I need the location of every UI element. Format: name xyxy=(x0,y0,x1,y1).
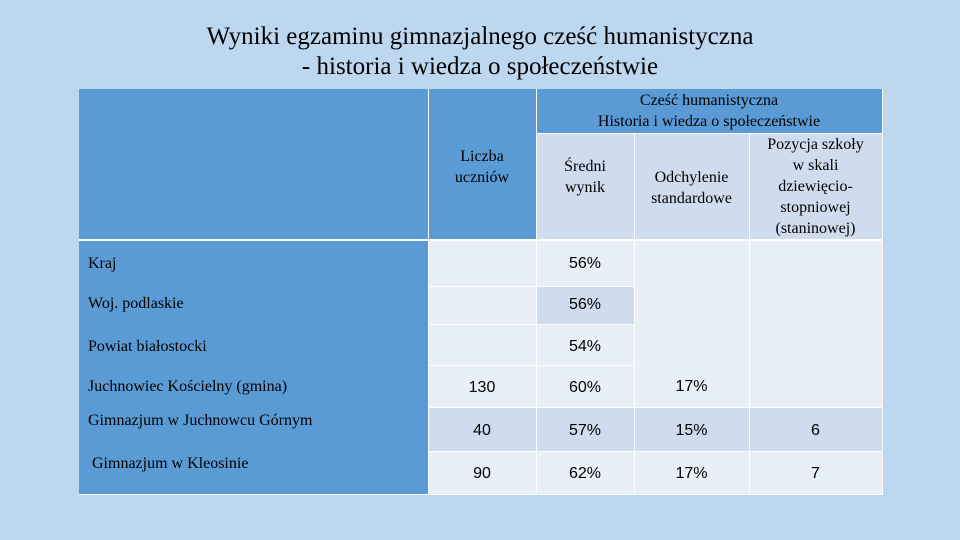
row-name-powiat: Powiat białostocki xyxy=(88,338,207,355)
cell-avg-gmina: 60% xyxy=(568,379,602,396)
cell-avg-powiat: 54% xyxy=(568,338,602,355)
group-header-background xyxy=(536,89,882,133)
row-name-school-2: Gimnazjum w Kleosinie xyxy=(92,455,249,472)
col-pos-line-2: w skali xyxy=(792,157,839,174)
cell-avg-wojewodztwo: 56% xyxy=(568,296,602,313)
data-area-background xyxy=(428,239,882,495)
subheader-background xyxy=(536,133,882,239)
avg-stripe-1 xyxy=(536,286,634,324)
col-std-line-1: Odchylenie xyxy=(654,169,729,186)
cell-count-school-2: 90 xyxy=(473,465,491,482)
row-name-kraj: Kraj xyxy=(88,255,117,272)
col-avg-line-1: Średni xyxy=(564,158,606,175)
cell-count-school-1: 40 xyxy=(473,422,491,439)
count-header-background xyxy=(428,89,536,239)
cell-pos-school-1: 6 xyxy=(811,422,820,439)
cell-pos-school-2: 7 xyxy=(811,465,820,482)
cell-avg-kraj: 56% xyxy=(568,255,602,272)
col-pos-line-4: stopniowej xyxy=(780,199,851,216)
name-column-background xyxy=(79,89,428,495)
col-pos-line-5: (staninowej) xyxy=(775,220,856,237)
row-stripe-school-1 xyxy=(428,407,882,451)
col-pos-line-1: Pozycja szkoły xyxy=(767,136,864,153)
cell-count-gmina: 130 xyxy=(468,379,496,396)
row-name-wojewodztwo: Woj. podlaskie xyxy=(88,295,184,312)
col-pos-line-3: dziewięcio- xyxy=(778,178,853,195)
col-std-line-2: standardowe xyxy=(651,190,732,207)
title-line-2: - historia i wiedza o społeczeństwie xyxy=(301,53,659,80)
col-count-line-2: uczniów xyxy=(454,169,510,186)
col-avg-line-2: wynik xyxy=(565,179,605,196)
row-name-gmina: Juchnowiec Kościelny (gmina) xyxy=(88,378,288,395)
cell-avg-school-2: 62% xyxy=(568,465,602,482)
group-header-line-1: Cześć humanistyczna xyxy=(639,92,779,109)
cell-std-school-1: 15% xyxy=(675,422,708,439)
cell-std-gmina: 17% xyxy=(675,378,708,395)
col-count-line-1: Liczba xyxy=(460,148,504,165)
cell-avg-school-1: 57% xyxy=(568,422,602,439)
row-name-school-1: Gimnazjum w Juchnowcu Górnym xyxy=(88,412,313,429)
cell-std-school-2: 17% xyxy=(675,465,708,482)
group-header-line-2: Historia i wiedza o społeczeństwie xyxy=(597,113,821,130)
title-line-1: Wyniki egzaminu gimnazjalnego cześć huma… xyxy=(206,23,754,50)
